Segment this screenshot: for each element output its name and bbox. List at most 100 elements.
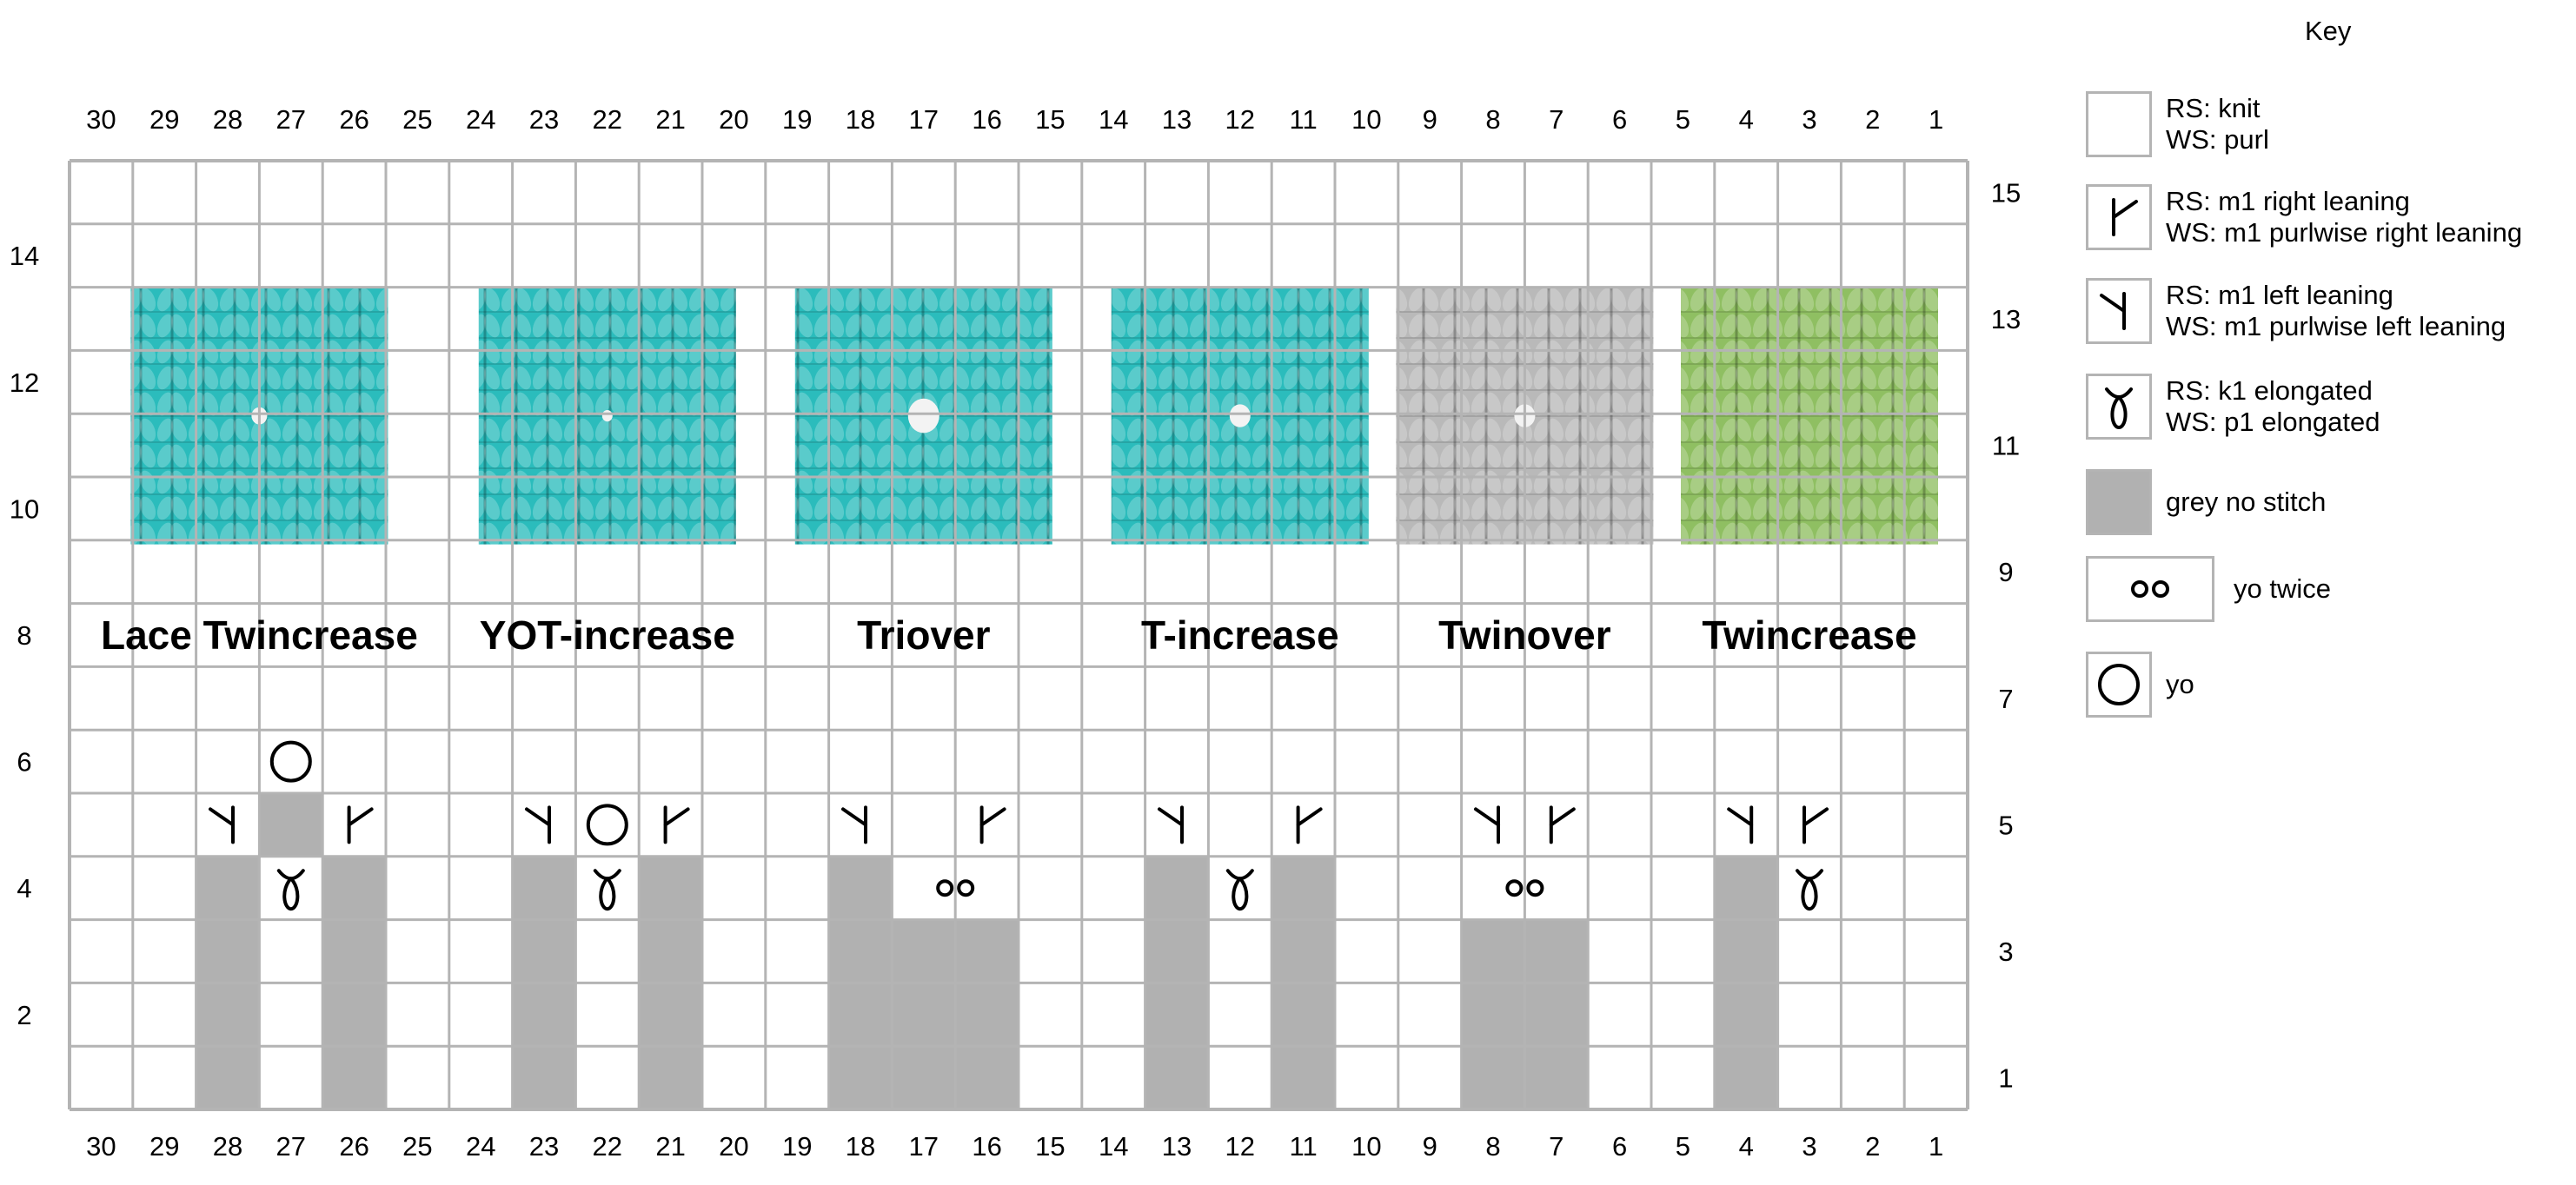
column-number: 16 (972, 104, 1001, 135)
column-number: 20 (719, 1131, 748, 1162)
column-number: 5 (1676, 1131, 1690, 1162)
key-item-no-stitch: grey no stitch (2086, 469, 2326, 535)
row-number-left: 12 (10, 367, 39, 398)
swatch-layer (130, 287, 1938, 545)
column-number: 24 (466, 1131, 495, 1162)
chart-key: Key RS: knit WS: purl RS: m1 right leaning… (2086, 0, 2573, 782)
yo-symbol (586, 804, 628, 846)
column-number: 26 (339, 1131, 368, 1162)
k1-elongated-symbol (1796, 869, 1823, 911)
key-item-line: WS: m1 purlwise right leaning (2166, 217, 2523, 248)
yo-twice-glyph (2131, 580, 2169, 598)
row-number-right: 9 (1998, 557, 2013, 587)
key-item-line: WS: purl (2166, 124, 2269, 155)
key-swatch-m1-right (2086, 184, 2152, 250)
k1-elongated-symbol (593, 869, 621, 911)
key-item-m1-right: RS: m1 right leaning WS: m1 purlwise righ… (2086, 184, 2522, 250)
chart-grid (68, 159, 1969, 1111)
row-number-right: 3 (1998, 937, 2013, 967)
key-title: Key (2305, 16, 2352, 46)
row-number-left: 2 (17, 1000, 31, 1030)
no-stitch-cell (1524, 919, 1589, 1109)
swatch-6 (1681, 287, 1938, 545)
column-number: 22 (593, 104, 622, 135)
yo-twice-symbol (936, 879, 975, 897)
column-number: 4 (1739, 1131, 1754, 1162)
column-number: 30 (86, 1131, 116, 1162)
key-swatch-knit (2086, 91, 2152, 157)
column-number: 28 (213, 1131, 242, 1162)
column-number: 9 (1423, 1131, 1437, 1162)
column-number: 19 (782, 1131, 812, 1162)
m1-right-glyph (2112, 198, 2138, 236)
column-number: 3 (1802, 104, 1816, 135)
column-number: 14 (1099, 104, 1128, 135)
m1-left-symbol (1158, 805, 1184, 844)
key-swatch-yo (2086, 652, 2152, 718)
column-number: 25 (402, 1131, 432, 1162)
technique-label: Twinover (1438, 612, 1611, 658)
m1-right-symbol (1803, 805, 1829, 844)
k1-elongated-icon (2105, 387, 2133, 429)
key-item-text: RS: m1 left leaning WS: m1 purlwise left … (2166, 280, 2506, 342)
row-number-right: 13 (1991, 304, 2021, 334)
row-number-left: 4 (17, 873, 31, 904)
column-number: 21 (655, 104, 685, 135)
column-number: 11 (1290, 104, 1318, 135)
column-number: 27 (276, 104, 306, 135)
row-number-right: 1 (1998, 1063, 2013, 1094)
swatch-hole (601, 410, 613, 422)
column-number: 19 (782, 104, 812, 135)
column-number: 17 (909, 104, 939, 135)
row-number-left: 8 (17, 620, 31, 651)
key-swatch-m1-left (2086, 278, 2152, 344)
column-number: 28 (213, 104, 242, 135)
key-item-text: grey no stitch (2166, 487, 2326, 518)
m1-right-symbol (347, 805, 374, 844)
column-number: 6 (1612, 1131, 1627, 1162)
column-number: 15 (1035, 1131, 1065, 1162)
k1-elongated-symbol (276, 869, 305, 911)
key-item-k1-elongated: RS: k1 elongated WS: p1 elongated (2086, 374, 2380, 440)
key-item-text: RS: m1 right leaning WS: m1 purlwise righ… (2166, 186, 2522, 248)
swatch-4 (1111, 287, 1369, 545)
column-number: 7 (1549, 1131, 1564, 1162)
key-item-line: RS: knit (2166, 93, 2261, 123)
column-numbers-top: 30 29 28 27 26 25 24 23 22 21 20 19 18 17 16 15 14 13 12 11… (86, 104, 1943, 135)
m1-left-symbol (1727, 805, 1754, 844)
no-stitch-cell (1461, 919, 1525, 1109)
m1-right-symbol (1296, 805, 1323, 844)
column-number: 10 (1351, 1131, 1381, 1162)
column-number: 13 (1162, 1131, 1192, 1162)
m1-left-symbol (841, 805, 867, 844)
column-number: 29 (149, 1131, 179, 1162)
no-stitch-cell (955, 919, 1019, 1109)
key-item-knit: RS: knit WS: purl (2086, 91, 2269, 157)
key-item-line: grey no stitch (2166, 487, 2327, 517)
technique-labels: Lace Twincrease YOT-increase Triover T-incr… (101, 612, 1917, 658)
m1-left-symbol (525, 805, 551, 844)
key-item-line: RS: m1 left leaning (2166, 280, 2393, 310)
column-number: 15 (1035, 104, 1065, 135)
swatch-hole (1229, 404, 1251, 427)
m1-right-icon (2112, 198, 2138, 236)
column-number: 29 (149, 104, 179, 135)
column-number: 1 (1929, 104, 1943, 135)
yo-symbol (269, 740, 312, 783)
key-item-line: WS: m1 purlwise left leaning (2166, 311, 2506, 341)
technique-label: Lace Twincrease (101, 612, 418, 658)
k1-elongated-glyph (2105, 387, 2133, 429)
technique-label: Triover (857, 612, 991, 658)
column-number: 25 (402, 104, 432, 135)
key-item-yo-twice: yo twice (2086, 556, 2331, 622)
m1-left-symbol (209, 805, 235, 844)
key-item-line: RS: k1 elongated (2166, 375, 2373, 406)
column-number: 23 (529, 104, 559, 135)
column-number: 6 (1612, 104, 1627, 135)
key-item-line: yo (2166, 669, 2194, 699)
key-item-text: RS: k1 elongated WS: p1 elongated (2166, 375, 2380, 438)
swatch-texture (1681, 287, 1938, 545)
column-number: 18 (846, 1131, 875, 1162)
key-item-text: yo twice (2234, 573, 2331, 605)
column-number: 2 (1865, 1131, 1880, 1162)
